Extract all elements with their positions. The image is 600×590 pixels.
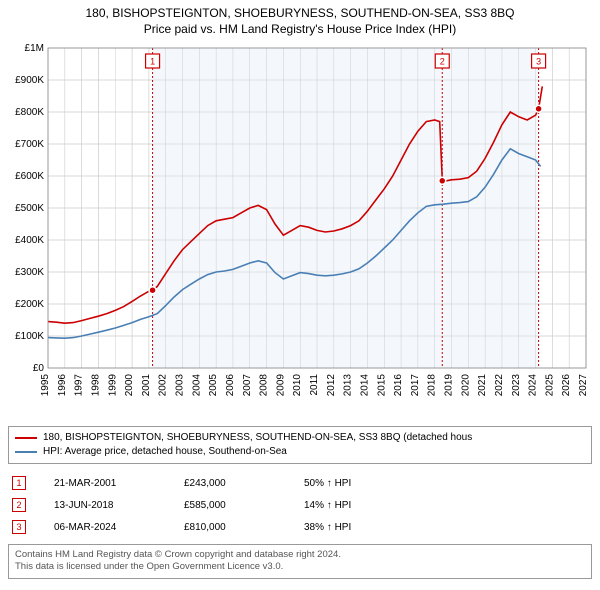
legend-label: HPI: Average price, detached house, Sout… [43,445,287,459]
footer-line: This data is licensed under the Open Gov… [15,561,585,573]
svg-text:2006: 2006 [225,374,236,397]
events-table: 1 21-MAR-2001 £243,000 50% ↑ HPI 2 13-JU… [8,472,592,538]
svg-text:2003: 2003 [175,374,186,397]
chart-area: £0 £100K £200K £300K £400K £500K £600K £700K £80… [8,40,592,420]
event-pct: 50% ↑ HPI [304,478,454,489]
legend-item: HPI: Average price, detached house, Sout… [15,445,585,459]
svg-text:2012: 2012 [326,374,337,397]
title-main: 180, BISHOPSTEIGNTON, SHOEBURYNESS, SOUT… [8,6,592,20]
legend-item: 180, BISHOPSTEIGNTON, SHOEBURYNESS, SOUT… [15,431,585,445]
footer-line: Contains HM Land Registry data © Crown c… [15,549,585,561]
svg-text:1997: 1997 [74,374,85,397]
svg-text:2026: 2026 [561,374,572,397]
svg-text:£700K: £700K [15,139,44,150]
svg-text:2007: 2007 [242,374,253,397]
svg-text:2020: 2020 [460,374,471,397]
svg-text:£100K: £100K [15,331,44,342]
svg-text:2009: 2009 [275,374,286,397]
event-pct: 14% ↑ HPI [304,500,454,511]
svg-text:£800K: £800K [15,107,44,118]
legend-swatch [15,451,37,453]
svg-text:2013: 2013 [343,374,354,397]
svg-text:2023: 2023 [511,374,522,397]
svg-text:2021: 2021 [477,374,488,397]
event-badge: 3 [12,520,26,534]
svg-text:1: 1 [150,57,155,67]
title-sub: Price paid vs. HM Land Registry's House … [8,22,592,36]
event-pct: 38% ↑ HPI [304,522,454,533]
event-row: 1 21-MAR-2001 £243,000 50% ↑ HPI [8,472,592,494]
svg-text:2010: 2010 [292,374,303,397]
svg-text:£0: £0 [33,363,45,374]
svg-text:2022: 2022 [494,374,505,397]
svg-text:2014: 2014 [359,374,370,397]
legend: 180, BISHOPSTEIGNTON, SHOEBURYNESS, SOUT… [8,426,592,464]
svg-text:2019: 2019 [444,374,455,397]
svg-text:2004: 2004 [191,374,202,397]
svg-text:£900K: £900K [15,75,44,86]
event-badge: 2 [12,498,26,512]
svg-text:2011: 2011 [309,374,320,396]
svg-text:2027: 2027 [578,374,589,397]
svg-text:2001: 2001 [141,374,152,397]
svg-text:2015: 2015 [376,374,387,397]
svg-text:1995: 1995 [40,374,51,397]
svg-text:2000: 2000 [124,374,135,397]
svg-text:£500K: £500K [15,203,44,214]
event-price: £810,000 [184,522,304,533]
line-chart-svg: £0 £100K £200K £300K £400K £500K £600K £700K £80… [8,40,592,420]
event-date: 21-MAR-2001 [54,478,184,489]
event-date: 06-MAR-2024 [54,522,184,533]
svg-text:2018: 2018 [427,374,438,397]
svg-text:3: 3 [536,57,541,67]
svg-text:2005: 2005 [208,374,219,397]
svg-text:2017: 2017 [410,374,421,397]
svg-text:2008: 2008 [259,374,270,397]
svg-text:2: 2 [440,57,445,67]
chart-container: 180, BISHOPSTEIGNTON, SHOEBURYNESS, SOUT… [0,0,600,590]
svg-text:2002: 2002 [158,374,169,397]
titles: 180, BISHOPSTEIGNTON, SHOEBURYNESS, SOUT… [8,6,592,36]
event-row: 3 06-MAR-2024 £810,000 38% ↑ HPI [8,516,592,538]
svg-text:1999: 1999 [107,374,118,397]
legend-label: 180, BISHOPSTEIGNTON, SHOEBURYNESS, SOUT… [43,431,472,445]
svg-text:2016: 2016 [393,374,404,397]
event-badge: 1 [12,476,26,490]
svg-text:2025: 2025 [544,374,555,397]
svg-text:1996: 1996 [57,374,68,397]
event-date: 13-JUN-2018 [54,500,184,511]
footer: Contains HM Land Registry data © Crown c… [8,544,592,579]
legend-swatch [15,437,37,439]
event-price: £585,000 [184,500,304,511]
event-price: £243,000 [184,478,304,489]
svg-text:£200K: £200K [15,299,44,310]
svg-text:£400K: £400K [15,235,44,246]
svg-text:£1M: £1M [25,43,44,54]
svg-text:1998: 1998 [90,374,101,397]
svg-text:2024: 2024 [528,374,539,397]
event-row: 2 13-JUN-2018 £585,000 14% ↑ HPI [8,494,592,516]
svg-text:£600K: £600K [15,171,44,182]
svg-text:£300K: £300K [15,267,44,278]
